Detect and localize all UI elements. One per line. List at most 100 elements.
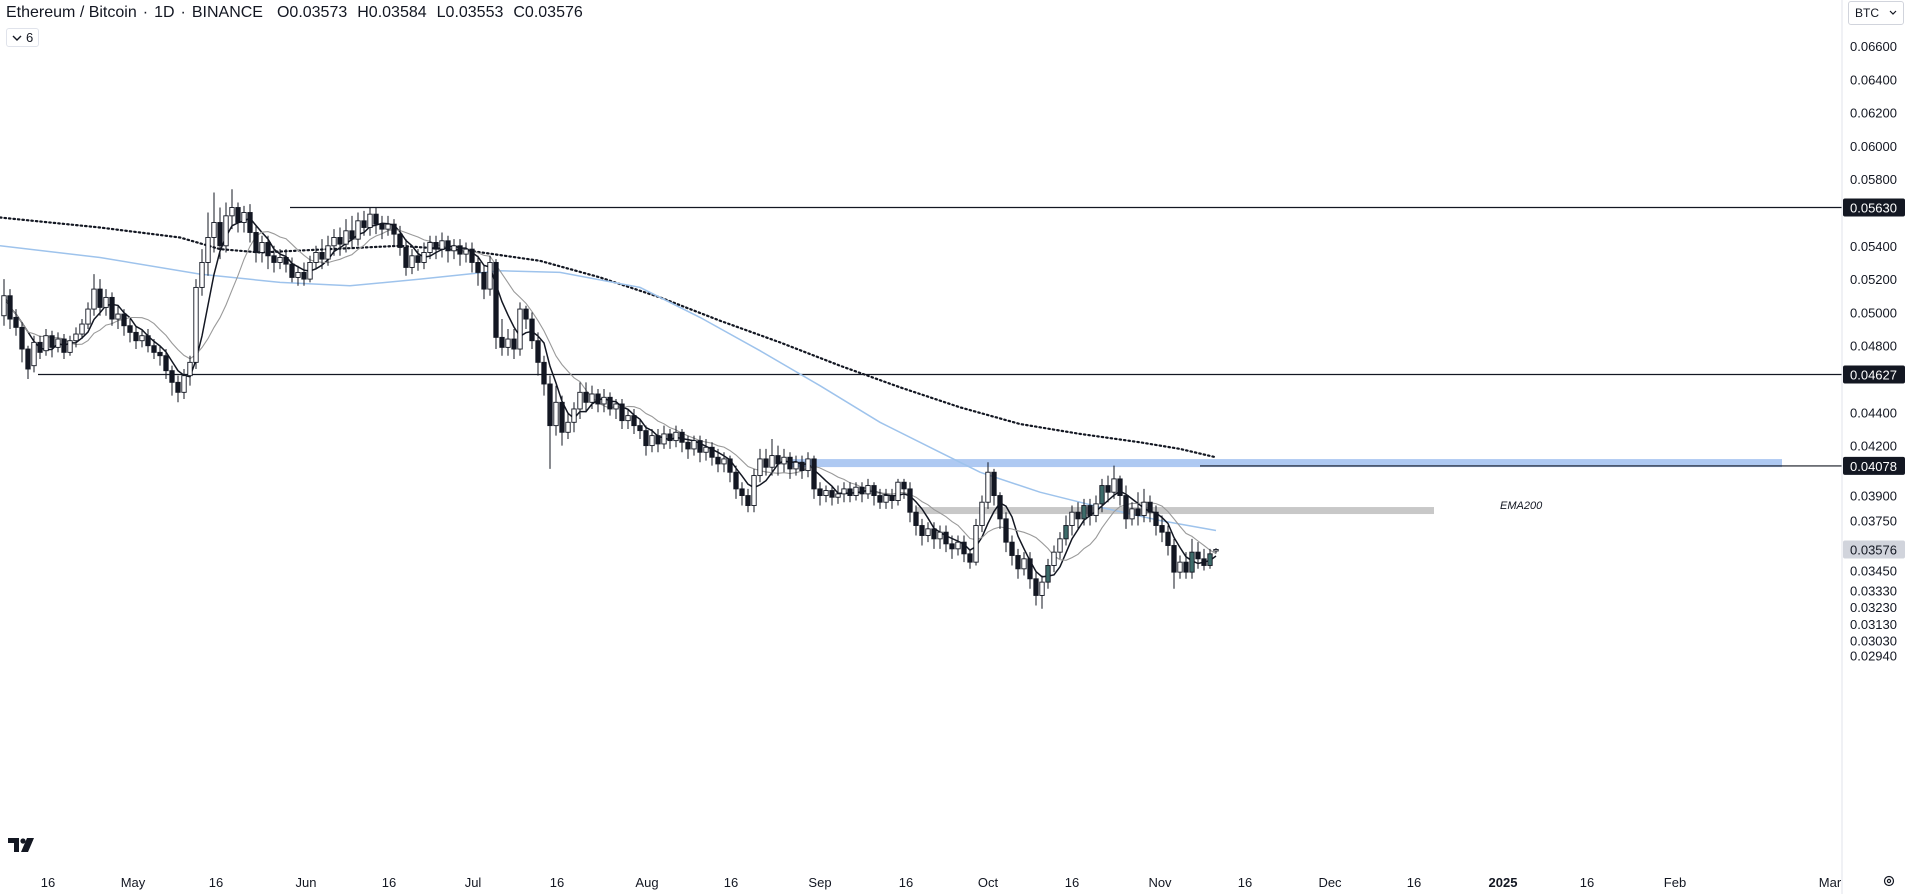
indicator-toggle-button[interactable]: 6 xyxy=(6,28,40,47)
candle-body-up xyxy=(793,461,799,470)
candle-body-down xyxy=(1159,525,1165,533)
candle-body-up xyxy=(463,248,469,255)
candle-body-down xyxy=(889,495,895,501)
candle-body-down xyxy=(643,430,649,447)
price-tick-label: 0.05000 xyxy=(1850,305,1897,320)
time-tick-label: 16 xyxy=(1580,875,1594,890)
candle-body-down xyxy=(1147,501,1153,513)
candle-body-up xyxy=(487,262,493,290)
candle-body-up xyxy=(385,223,391,230)
tradingview-logo[interactable] xyxy=(8,836,40,859)
candle-body-down xyxy=(1153,511,1159,526)
price-tick-label: 0.06600 xyxy=(1850,39,1897,54)
candle-body-up xyxy=(181,375,187,393)
symbol-name[interactable]: Ethereum / Bitcoin xyxy=(6,4,137,21)
price-label-text: 0.04078 xyxy=(1850,459,1897,474)
candle-body-up xyxy=(601,396,607,405)
time-tick-label: May xyxy=(121,875,146,890)
candle-body-down xyxy=(1105,485,1111,493)
candle-body-down xyxy=(607,396,613,410)
candle-body-up xyxy=(1129,508,1135,520)
candle-body-down xyxy=(997,495,1003,520)
candle-body-down xyxy=(121,313,127,327)
candle-body-up xyxy=(757,458,763,477)
time-tick-label: 16 xyxy=(550,875,564,890)
candle-body-down xyxy=(1087,505,1093,516)
candle-body-down xyxy=(1009,541,1015,556)
candle-body-up xyxy=(979,501,985,526)
tradingview-logo-icon xyxy=(8,838,34,852)
candle-body-down xyxy=(403,247,409,268)
candle-body-up xyxy=(421,252,427,263)
settings-button[interactable] xyxy=(1882,874,1896,893)
candle-body-down xyxy=(847,488,853,497)
candle-body-up xyxy=(325,245,331,260)
candle-body-down xyxy=(1033,578,1039,596)
candle-body-down xyxy=(1195,551,1201,560)
candle-body-up xyxy=(427,242,433,253)
candle-body-up xyxy=(67,340,73,353)
candle-body-up xyxy=(613,403,619,410)
candle-body-down xyxy=(559,401,565,433)
candle-body-up xyxy=(1099,485,1105,505)
candle-body-down xyxy=(235,207,241,223)
price-label-background xyxy=(1843,365,1905,384)
candle-body-up xyxy=(955,541,961,550)
price-tick-label: 0.04800 xyxy=(1850,339,1897,354)
candle-body-down xyxy=(37,341,43,353)
candle-body-up xyxy=(55,338,61,348)
candle-body-up xyxy=(937,531,943,540)
candle-body-down xyxy=(901,481,907,490)
candle-body-up xyxy=(1045,565,1051,583)
candle-body-down xyxy=(253,232,259,253)
candle-body-up xyxy=(805,458,811,472)
candle-body-down xyxy=(733,471,739,490)
candle-body-down xyxy=(25,348,31,370)
price-labels: 0.05630 0.04627 0.04078 0.03576 xyxy=(1843,198,1905,559)
candle-body-up xyxy=(1141,501,1147,516)
candle-body-up xyxy=(1207,553,1213,566)
price-tick-label: 0.05200 xyxy=(1850,272,1897,287)
candle-body-up xyxy=(43,335,49,352)
blue-ma-line xyxy=(0,245,1217,532)
interval-label[interactable]: 1D xyxy=(154,4,175,21)
candle-body-down xyxy=(1117,478,1123,496)
candle-body-up xyxy=(835,493,841,498)
price-tick-label: 0.03330 xyxy=(1850,583,1897,598)
candle-body-down xyxy=(541,361,547,385)
time-tick-label: 16 xyxy=(1238,875,1252,890)
candle-body-down xyxy=(349,230,355,240)
zone-layer xyxy=(792,459,1782,515)
candle-body-down xyxy=(859,486,865,495)
candle-body-up xyxy=(1051,551,1057,566)
high-value: H0.03584 xyxy=(357,4,427,21)
time-tick-label: Nov xyxy=(1148,875,1172,890)
candle-body-up xyxy=(73,333,79,342)
price-tick-label: 0.06000 xyxy=(1850,139,1897,154)
candle-body-down xyxy=(145,335,151,347)
candle-body-up xyxy=(187,361,193,377)
indicator-count: 6 xyxy=(26,30,34,45)
candle-body-up xyxy=(721,458,727,465)
time-tick-label: Oct xyxy=(978,875,999,890)
candle-body-down xyxy=(619,403,625,422)
price-tick-label: 0.03900 xyxy=(1850,489,1897,504)
close-value: C0.03576 xyxy=(513,4,583,21)
candle-body-down xyxy=(493,262,499,338)
candle-body-down xyxy=(685,441,691,450)
resistance-zone xyxy=(792,459,1782,468)
candle-body-down xyxy=(175,381,181,393)
candle-body-up xyxy=(439,240,445,250)
candle-body-down xyxy=(475,262,481,273)
price-tick-label: 0.02940 xyxy=(1850,648,1897,663)
candle-body-up xyxy=(355,220,361,240)
candle-body-down xyxy=(289,263,295,278)
currency-select[interactable]: BTC xyxy=(1848,1,1904,25)
candle-body-down xyxy=(109,296,115,320)
level-layer xyxy=(38,206,1842,467)
candle-body-up xyxy=(1081,505,1087,520)
candle-body-down xyxy=(391,223,397,235)
candle-body-down xyxy=(745,495,751,506)
candle-body-up xyxy=(223,215,229,247)
